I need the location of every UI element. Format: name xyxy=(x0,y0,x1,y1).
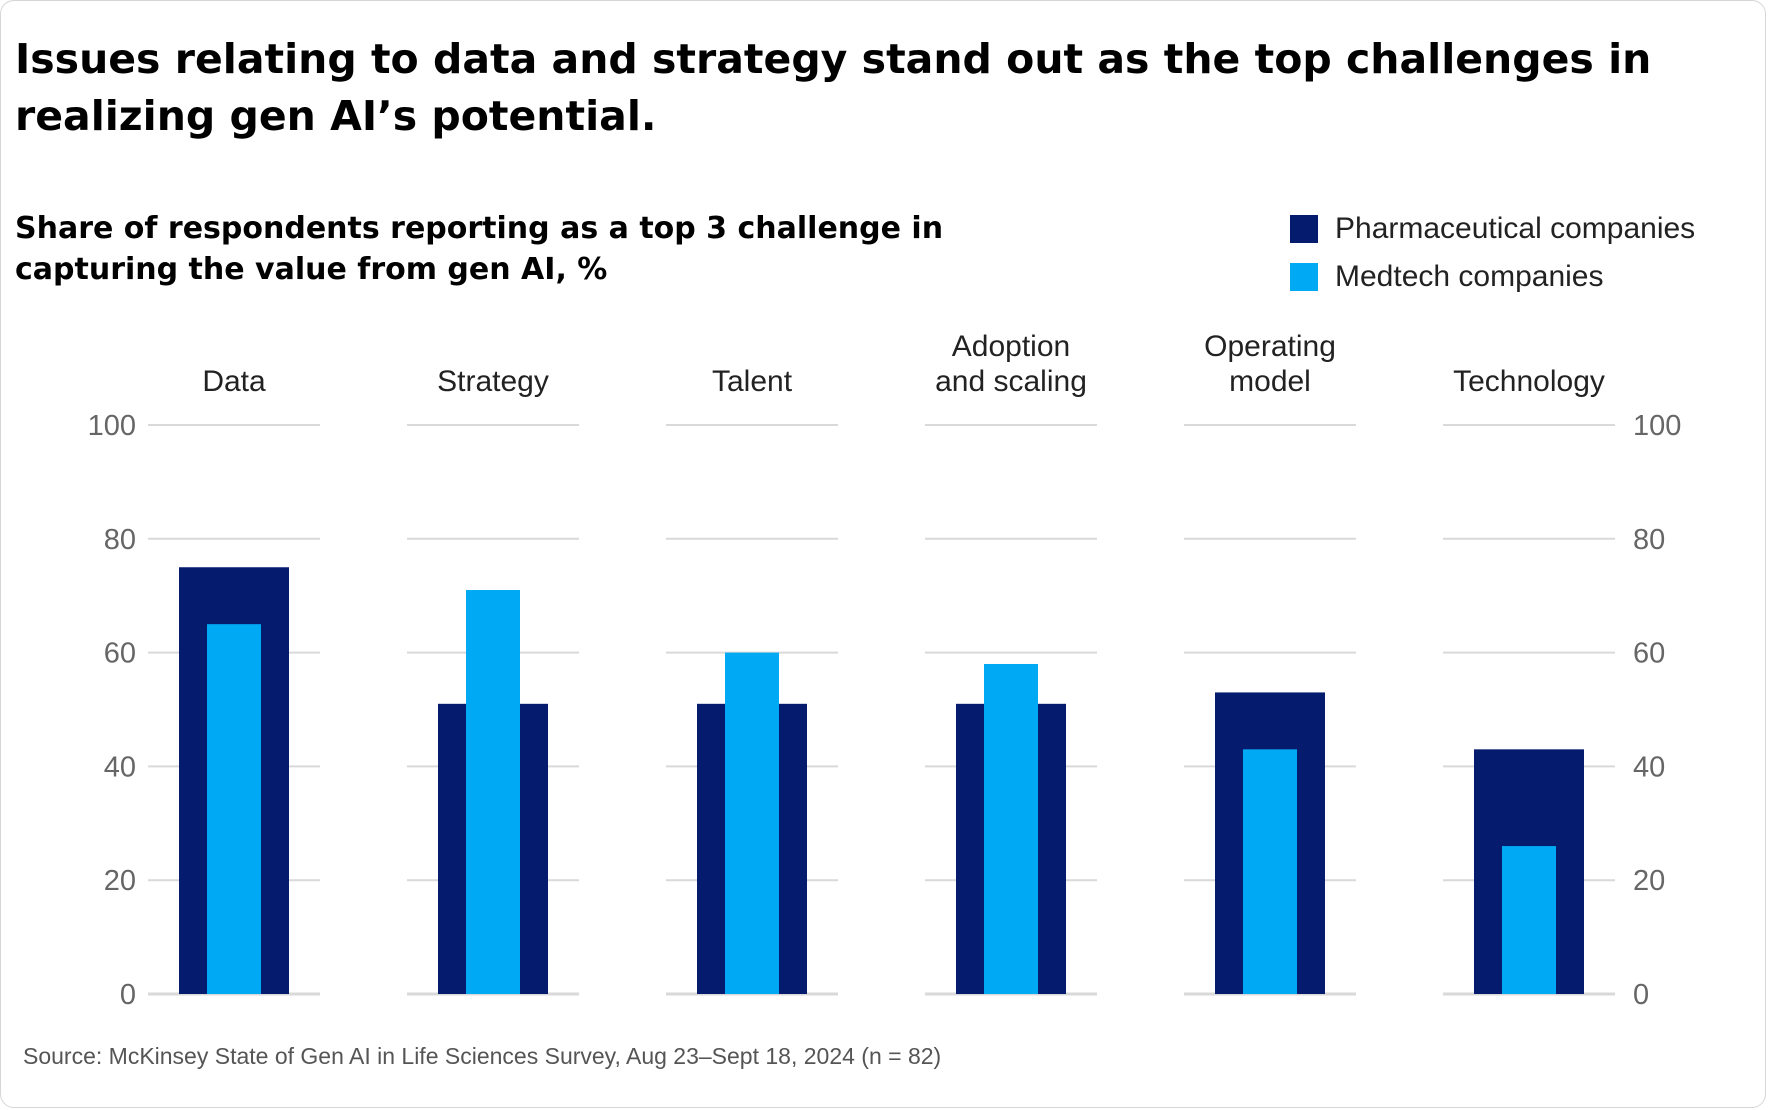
legend-swatch-pharmaceutical xyxy=(1290,215,1318,243)
bar-medtech-5 xyxy=(1502,846,1556,994)
y-tick-left-0: 0 xyxy=(120,979,136,1011)
category-label-4-line-0: Operating xyxy=(1204,330,1336,363)
chart-title: Issues relating to data and strategy sta… xyxy=(15,35,1652,140)
category-label-0-line-0: Data xyxy=(202,365,266,398)
legend-item-medtech: Medtech companies xyxy=(1290,253,1695,301)
y-tick-right-40: 40 xyxy=(1633,751,1665,783)
category-label-5-line-0: Technology xyxy=(1453,365,1605,398)
category-label-3-line-1: and scaling xyxy=(935,365,1087,398)
y-tick-left-40: 40 xyxy=(104,751,136,783)
y-tick-left-80: 80 xyxy=(104,524,136,556)
y-tick-right-60: 60 xyxy=(1633,638,1665,670)
legend: Pharmaceutical companies Medtech compani… xyxy=(1290,205,1695,301)
bar-medtech-3 xyxy=(984,663,1038,994)
bar-medtech-4 xyxy=(1243,749,1297,994)
bar-medtech-1 xyxy=(466,590,520,994)
chart-subtitle: Share of respondents reporting as a top … xyxy=(15,211,944,287)
y-tick-left-20: 20 xyxy=(104,865,136,897)
y-tick-left-60: 60 xyxy=(104,638,136,670)
bar-medtech-0 xyxy=(207,624,261,994)
legend-item-pharmaceutical: Pharmaceutical companies xyxy=(1290,205,1695,253)
source-note: Source: McKinsey State of Gen AI in Life… xyxy=(23,1043,942,1069)
category-label-4-line-1: model xyxy=(1229,365,1311,398)
y-tick-right-80: 80 xyxy=(1633,524,1665,556)
legend-swatch-medtech xyxy=(1290,263,1318,291)
category-label-2-line-0: Talent xyxy=(712,365,793,398)
legend-label-medtech: Medtech companies xyxy=(1335,260,1604,293)
y-tick-left-100: 100 xyxy=(88,410,136,442)
y-tick-right-100: 100 xyxy=(1633,410,1681,442)
y-tick-right-0: 0 xyxy=(1633,979,1649,1011)
legend-label-pharmaceutical: Pharmaceutical companies xyxy=(1335,212,1696,245)
category-label-1-line-0: Strategy xyxy=(437,365,549,398)
bar-medtech-2 xyxy=(725,652,779,994)
y-tick-right-20: 20 xyxy=(1633,865,1665,897)
category-label-3-line-0: Adoption xyxy=(952,330,1070,363)
